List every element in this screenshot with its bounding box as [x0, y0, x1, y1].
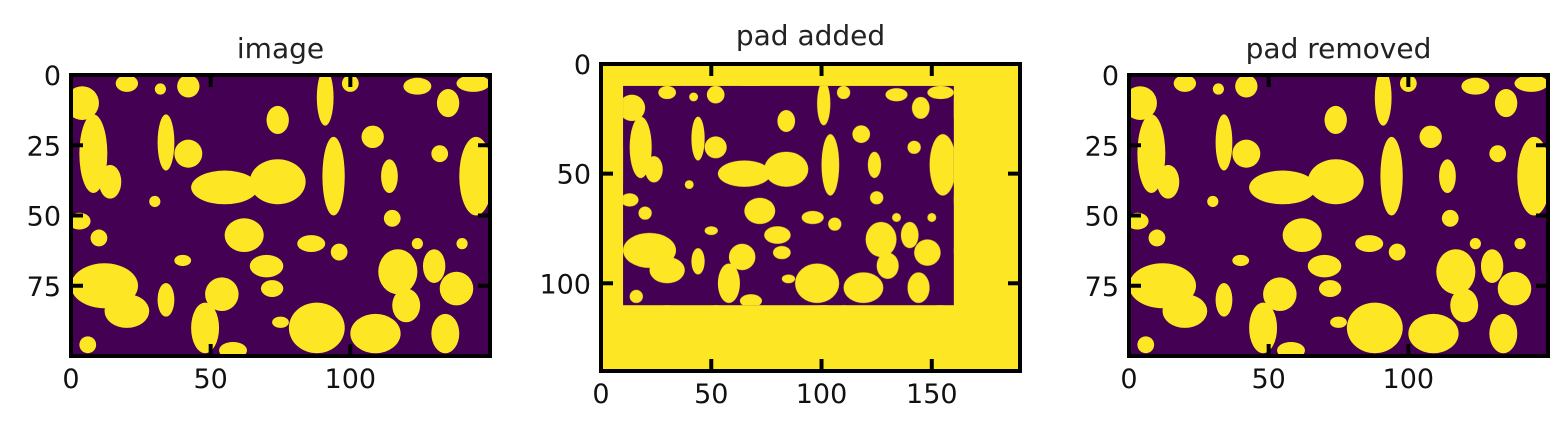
panel-2: pad added 0 50 100 150 0 50 100 — [539, 19, 1022, 410]
y-tick-label: 50 — [27, 202, 61, 233]
panel-title: image — [237, 32, 324, 65]
x-tick-label: 0 — [62, 364, 79, 395]
y-tick-label: 0 — [574, 50, 591, 81]
x-tick-label: 0 — [1120, 364, 1137, 395]
x-tick-label: 50 — [193, 364, 227, 395]
y-tick-label: 25 — [27, 131, 61, 162]
heatmap-image — [601, 64, 1020, 371]
image-content — [1129, 75, 1548, 356]
y-tick-label: 50 — [557, 160, 591, 191]
x-tick-label: 100 — [325, 364, 377, 395]
heatmap-image — [1129, 75, 1548, 356]
heatmap-image — [71, 75, 490, 356]
inner-image — [623, 85, 954, 306]
y-tick-label: 75 — [27, 272, 61, 303]
y-tick-label: 100 — [539, 269, 591, 300]
x-tick-label: 100 — [796, 379, 848, 410]
axes-frame — [599, 62, 1022, 373]
panel-title: pad removed — [1246, 32, 1432, 65]
x-tick-label: 150 — [906, 379, 958, 410]
x-tick-label: 50 — [1251, 364, 1285, 395]
x-tick-label: 50 — [694, 379, 728, 410]
x-tick-label: 0 — [592, 379, 609, 410]
panel-title: pad added — [736, 19, 885, 52]
y-tick-label: 0 — [1102, 61, 1119, 92]
y-tick-label: 25 — [1085, 131, 1119, 162]
image-content — [71, 75, 490, 356]
y-tick-label: 50 — [1085, 202, 1119, 233]
x-tick-label: 100 — [1383, 364, 1435, 395]
y-tick-label: 75 — [1085, 272, 1119, 303]
panel-3: pad removed 0 50 100 0 25 50 75 — [1085, 32, 1550, 395]
y-tick-label: 0 — [44, 61, 61, 92]
panel-1: image 0 50 100 0 25 50 75 — [27, 32, 492, 395]
